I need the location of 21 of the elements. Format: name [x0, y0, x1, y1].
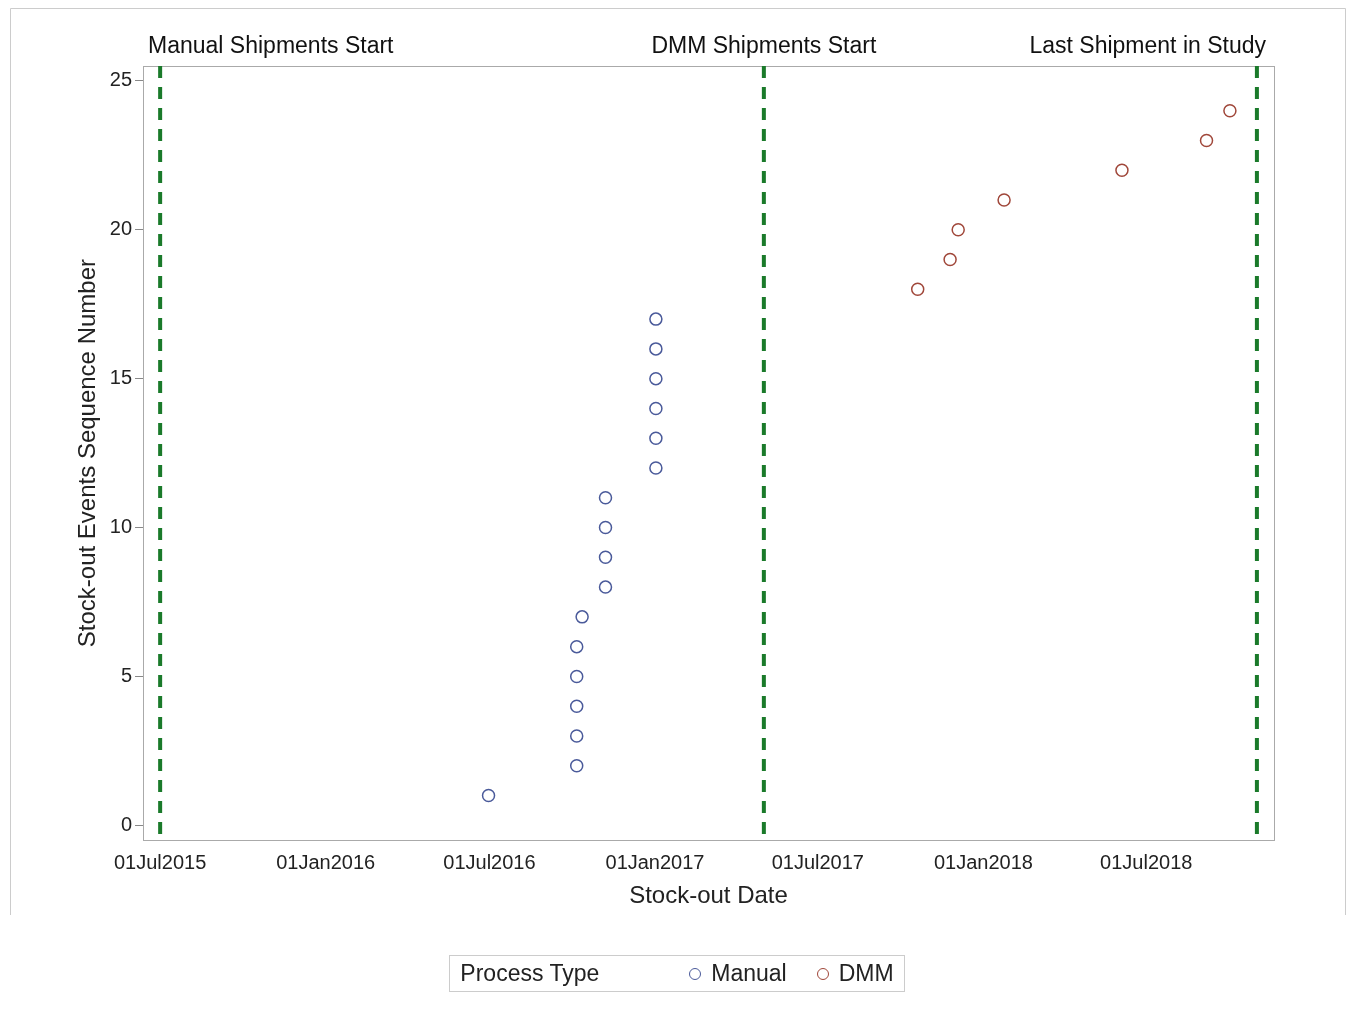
x-tick-label: 01Jan2017	[605, 850, 705, 873]
ref-line-label: DMM Shipments Start	[651, 31, 877, 58]
legend-label: Manual	[711, 960, 787, 987]
x-tick-label: 01Jul2015	[113, 850, 207, 873]
x-tick-label: 01Jul2018	[1100, 850, 1193, 873]
x-tick-label: 01Jan2016	[276, 850, 376, 873]
ref-line-label: Manual Shipments Start	[148, 31, 395, 58]
x-axis-title: Stock-out Date	[629, 881, 788, 909]
x-tick-label: 01Jul2017	[771, 850, 864, 873]
y-tick-label: 15	[109, 366, 133, 389]
legend-title: Process Type	[460, 960, 600, 987]
y-axis-title: Stock-out Events Sequence Number	[73, 258, 101, 648]
y-tick-label: 0	[120, 812, 133, 835]
y-tick-label: 5	[120, 663, 133, 686]
x-tick-label: 01Jan2018	[933, 850, 1033, 873]
y-tick-label: 20	[109, 217, 133, 240]
y-tick-label: 10	[109, 515, 133, 538]
legend-label: DMM	[838, 960, 894, 987]
y-tick-label: 25	[109, 68, 133, 91]
ref-line-label: Last Shipment in Study	[1029, 31, 1267, 58]
x-tick-label: 01Jul2016	[443, 850, 536, 873]
